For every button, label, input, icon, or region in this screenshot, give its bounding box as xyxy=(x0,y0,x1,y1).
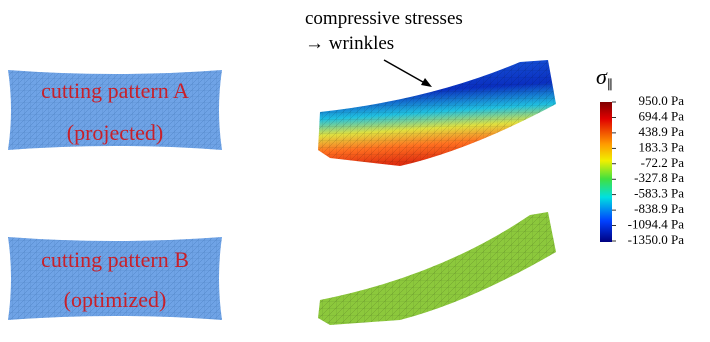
tick-label: -1350.0 Pa xyxy=(628,232,685,247)
tick-label: 950.0 Pa xyxy=(639,93,685,108)
tick-label: 183.3 Pa xyxy=(639,139,685,154)
pattern-title: cutting pattern B xyxy=(41,247,189,272)
pattern-b: cutting pattern B (optimized) xyxy=(8,237,222,320)
trough-a xyxy=(318,60,556,166)
annotation: → wrinkles xyxy=(305,33,394,54)
tick-label: -583.3 Pa xyxy=(634,186,684,201)
colorbar xyxy=(600,102,612,242)
surface-mesh xyxy=(318,60,556,166)
pattern-subtitle: (optimized) xyxy=(64,287,167,312)
trough-b xyxy=(318,212,556,325)
annotation: compressive stresses xyxy=(305,8,463,29)
figure: cutting pattern A (projected) cutting pa… xyxy=(0,0,710,342)
tick-label: 438.9 Pa xyxy=(639,124,685,139)
surface-mesh xyxy=(318,212,556,325)
pattern-a: cutting pattern A (projected) xyxy=(8,70,222,150)
tick-label: -72.2 Pa xyxy=(641,155,685,170)
tick-label: -327.8 Pa xyxy=(634,170,684,185)
tick-label: -1094.4 Pa xyxy=(628,217,685,232)
tick-label: 694.4 Pa xyxy=(639,108,685,123)
arrow-head xyxy=(421,78,432,87)
subscript: ∥ xyxy=(607,77,613,92)
tick-label: -838.9 Pa xyxy=(634,201,684,216)
colorbar-title: σ∥ xyxy=(596,64,613,92)
pattern-subtitle: (projected) xyxy=(67,120,164,145)
pattern-title: cutting pattern A xyxy=(41,78,189,103)
